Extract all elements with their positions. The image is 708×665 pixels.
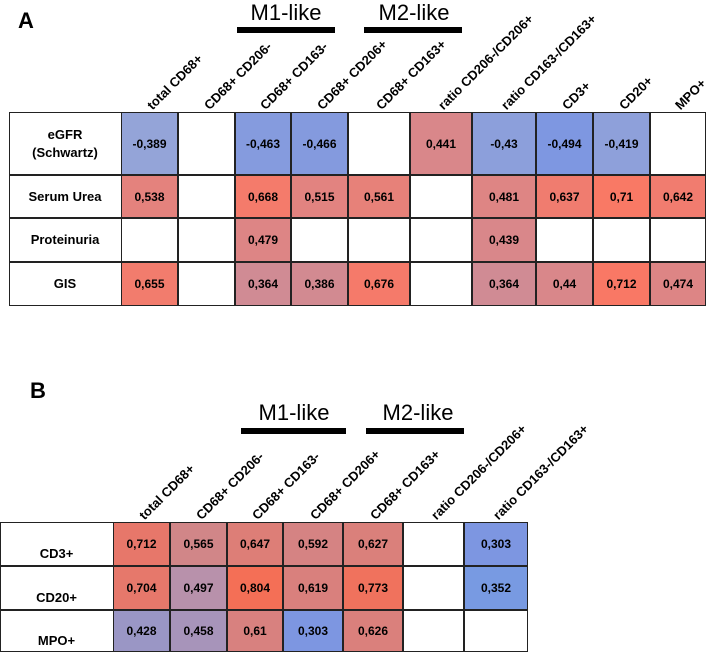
panel-b-m1-label: M1-like	[258, 400, 330, 425]
heatmap-cell: 0,428	[113, 610, 170, 652]
heatmap-cell: 0,712	[593, 262, 650, 306]
panel-b-m1-bar	[241, 428, 346, 434]
heatmap-cell: 0,626	[343, 610, 403, 652]
panel-a-letter: A	[18, 8, 34, 33]
heatmap-cell: 0,441	[410, 112, 472, 175]
heatmap-cell: 0,804	[227, 566, 283, 610]
col-header: total CD68+	[143, 51, 205, 113]
heatmap-cell	[410, 262, 472, 306]
heatmap-cell: 0,439	[472, 218, 536, 262]
panel-a-m1-label: M1-like	[250, 0, 322, 25]
row-label: CD20+	[36, 590, 77, 606]
heatmap-cell: 0,592	[283, 522, 343, 566]
row-label: Serum Urea	[28, 188, 102, 204]
heatmap-cell: 0,538	[121, 175, 178, 218]
heatmap-cell: 0,561	[348, 175, 410, 218]
heatmap-cell: 0,637	[536, 175, 593, 218]
heatmap-cell	[178, 175, 235, 218]
heatmap-cell: -0,43	[472, 112, 536, 175]
heatmap-cell: 0,627	[343, 522, 403, 566]
heatmap-cell: -0,463	[235, 112, 291, 175]
heatmap-cell	[403, 566, 464, 610]
heatmap-cell	[178, 218, 235, 262]
heatmap-cell: 0,479	[235, 218, 291, 262]
heatmap-cell: -0,494	[536, 112, 593, 175]
heatmap-cell: 0,676	[348, 262, 410, 306]
heatmap-cell	[650, 112, 706, 175]
heatmap-cell: -0,389	[121, 112, 178, 175]
col-header: MPO+	[672, 75, 708, 113]
panel-a-m2-bar	[364, 27, 462, 33]
heatmap-cell: 0,303	[283, 610, 343, 652]
col-header: CD3+	[558, 78, 593, 113]
heatmap-cell	[291, 218, 348, 262]
heatmap-cell: 0,655	[121, 262, 178, 306]
heatmap-cell: 0,712	[113, 522, 170, 566]
heatmap-cell	[178, 112, 235, 175]
heatmap-cell: 0,474	[650, 262, 706, 306]
col-header: CD20+	[615, 73, 655, 113]
heatmap-cell: 0,515	[291, 175, 348, 218]
row-label: GIS	[53, 276, 77, 292]
col-header: total CD68+	[135, 461, 197, 523]
heatmap-cell: 0,364	[472, 262, 536, 306]
heatmap-cell	[410, 175, 472, 218]
heatmap-cell: -0,419	[593, 112, 650, 175]
heatmap-cell	[410, 218, 472, 262]
panel-b-m2-bar	[366, 428, 464, 434]
heatmap-cell	[121, 218, 178, 262]
heatmap-cell: -0,466	[291, 112, 348, 175]
heatmap-cell	[650, 218, 706, 262]
heatmap-cell: 0,303	[464, 522, 528, 566]
heatmap-cell: 0,386	[291, 262, 348, 306]
heatmap-cell: 0,497	[170, 566, 227, 610]
panel-a-m1-bar	[237, 27, 335, 33]
heatmap-cell: 0,71	[593, 175, 650, 218]
heatmap-cell	[178, 262, 235, 306]
heatmap-cell	[593, 218, 650, 262]
panel-a-m2-label: M2-like	[378, 0, 450, 25]
heatmap-cell	[348, 218, 410, 262]
row-label: CD3+	[39, 546, 74, 562]
heatmap-cell: 0,647	[227, 522, 283, 566]
heatmap-cell: 0,61	[227, 610, 283, 652]
heatmap-cell	[403, 610, 464, 652]
heatmap-cell: 0,642	[650, 175, 706, 218]
heatmap-cell	[348, 112, 410, 175]
panel-b-m2-label: M2-like	[382, 400, 454, 425]
heatmap-cell: 0,565	[170, 522, 227, 566]
heatmap-cell: 0,44	[536, 262, 593, 306]
heatmap-cell: 0,704	[113, 566, 170, 610]
panel-b-letter: B	[30, 378, 46, 403]
heatmap-cell	[536, 218, 593, 262]
heatmap-cell: 0,619	[283, 566, 343, 610]
heatmap-cell	[403, 522, 464, 566]
heatmap-cell: 0,668	[235, 175, 291, 218]
row-label: Proteinuria	[30, 232, 100, 248]
row-label: MPO+	[37, 633, 76, 649]
heatmap-cell: 0,458	[170, 610, 227, 652]
heatmap-cell: 0,352	[464, 566, 528, 610]
heatmap-cell	[464, 610, 528, 652]
heatmap-cell: 0,481	[472, 175, 536, 218]
row-label: eGFR (Schwartz)	[32, 126, 98, 160]
heatmap-cell: 0,364	[235, 262, 291, 306]
heatmap-cell: 0,773	[343, 566, 403, 610]
